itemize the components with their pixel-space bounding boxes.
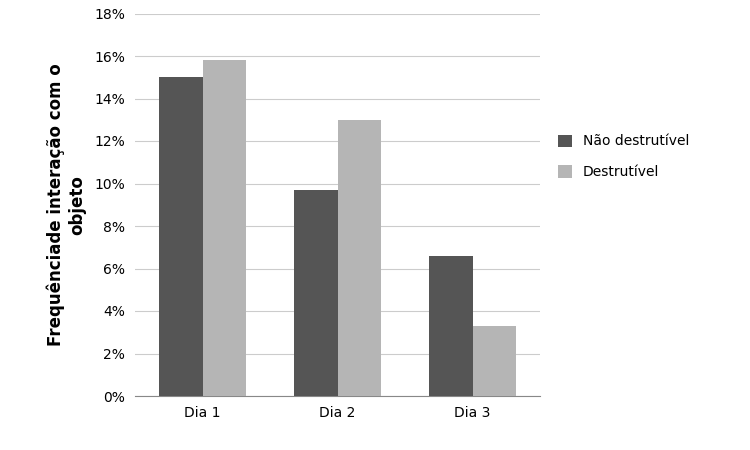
- Bar: [159, 77, 203, 396]
- Legend: Não destrutível, Destrutível: Não destrutível, Destrutível: [551, 127, 696, 186]
- Bar: [202, 60, 246, 396]
- Bar: [429, 256, 472, 396]
- Bar: [338, 120, 381, 396]
- Y-axis label: Frequênciade interação com o
objeto: Frequênciade interação com o objeto: [46, 63, 86, 346]
- Bar: [294, 190, 338, 396]
- Bar: [472, 326, 516, 396]
